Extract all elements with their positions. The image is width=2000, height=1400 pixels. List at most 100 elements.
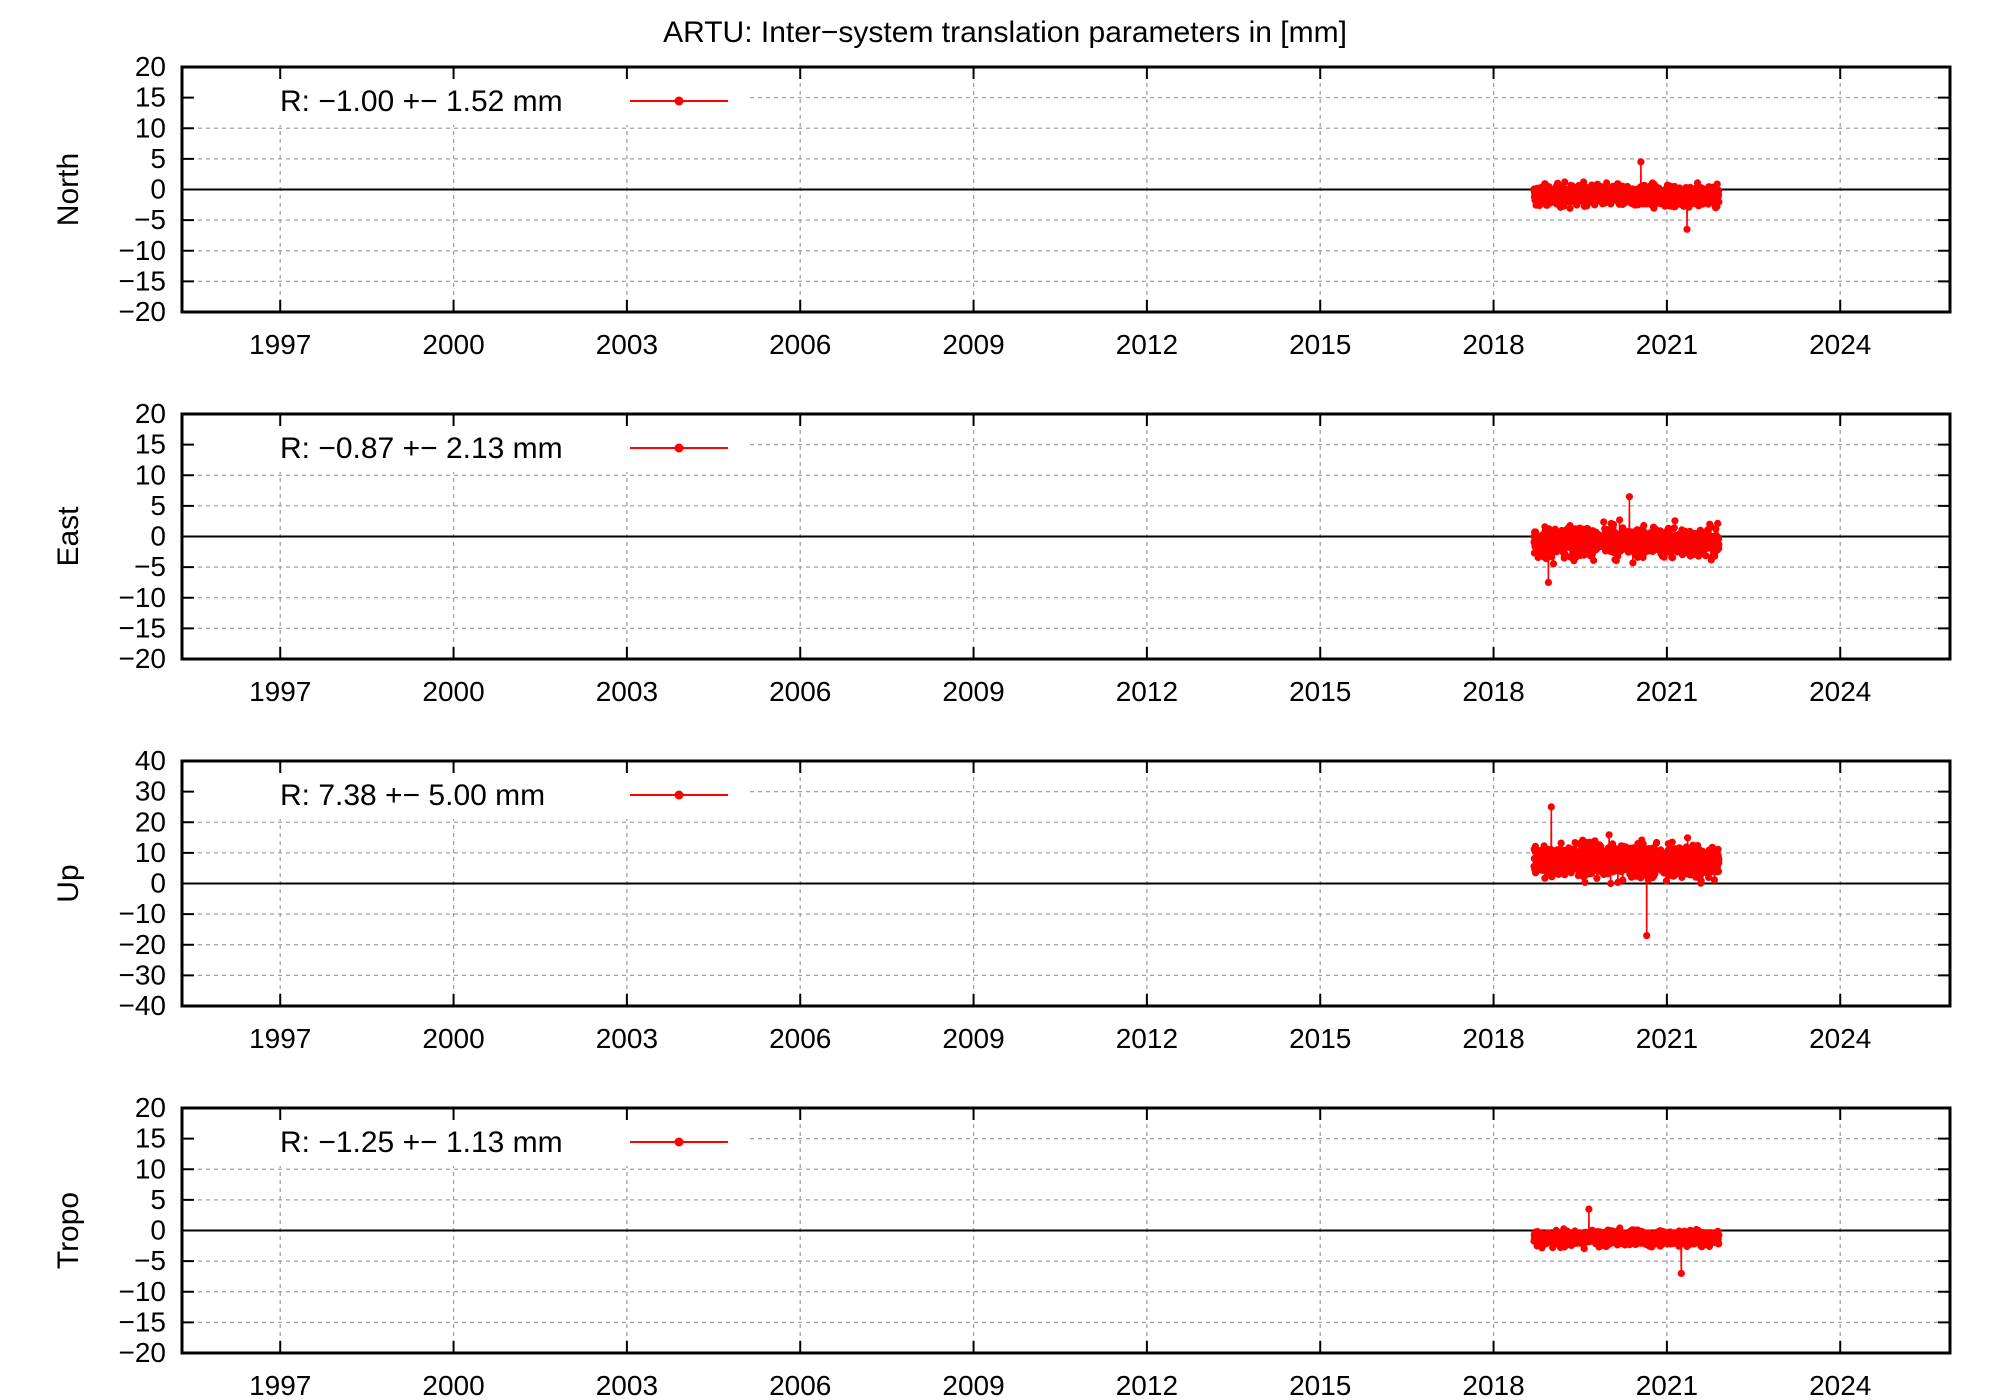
y-tick-label: −5	[134, 1245, 166, 1276]
y-tick-label: −40	[119, 990, 167, 1021]
data-point	[1629, 559, 1637, 567]
x-tick-label: 2009	[942, 1023, 1004, 1054]
x-tick-label: 2000	[422, 1023, 484, 1054]
y-tick-label: 20	[135, 806, 166, 837]
data-point	[1713, 180, 1721, 188]
legend-label: R: 7.38 +− 5.00 mm	[280, 779, 545, 812]
series-points	[1530, 803, 1723, 940]
data-point	[1714, 535, 1723, 543]
data-point	[1542, 555, 1550, 563]
legend-marker	[674, 96, 684, 106]
x-tick-label: 2021	[1636, 329, 1698, 360]
legend-label: R: −0.87 +− 2.13 mm	[280, 432, 563, 465]
plot-frame	[180, 65, 1952, 314]
plot-frame	[180, 1106, 1952, 1355]
y-tick-label: 30	[135, 776, 166, 807]
x-tick-label: 2006	[769, 1023, 831, 1054]
x-tick-label: 2003	[596, 1370, 658, 1400]
x-tick-label: 2018	[1462, 676, 1524, 707]
x-tick-label: 2021	[1636, 1023, 1698, 1054]
y-tick-label: −10	[119, 1276, 167, 1307]
series-points	[1530, 1205, 1723, 1277]
data-point	[1702, 552, 1710, 560]
data-point	[1715, 541, 1723, 549]
y-tick-label: 0	[150, 174, 166, 205]
legend-marker	[674, 790, 684, 800]
data-point	[1712, 525, 1720, 533]
y-tick-label: −20	[119, 296, 167, 327]
x-tick-label: 2021	[1636, 1370, 1698, 1400]
y-tick-label: 10	[135, 112, 166, 143]
data-point	[1549, 560, 1558, 568]
legend-background	[190, 73, 750, 125]
y-tick-label: 20	[135, 398, 166, 429]
x-tick-label: 1997	[249, 1370, 311, 1400]
x-tick-label: 2015	[1289, 1370, 1351, 1400]
y-tick-label: −10	[119, 898, 167, 929]
data-point	[1580, 1245, 1588, 1253]
data-point	[1590, 556, 1598, 565]
data-point	[1715, 186, 1723, 194]
data-point	[1714, 845, 1722, 853]
legend-marker	[674, 1137, 684, 1147]
data-point	[1585, 1205, 1593, 1213]
x-tick-label: 2009	[942, 329, 1004, 360]
y-tick-label: −30	[119, 959, 167, 990]
y-tick-label: 10	[135, 459, 166, 490]
data-point	[1715, 1240, 1723, 1248]
data-point	[1616, 516, 1624, 524]
data-point	[1625, 493, 1633, 501]
data-point	[1715, 855, 1723, 864]
x-tick-label: 2024	[1809, 1370, 1871, 1400]
chart-title: ARTU: Inter−system translation parameter…	[663, 16, 1347, 49]
y-tick-label: 15	[135, 429, 166, 460]
data-point	[1619, 876, 1627, 884]
y-tick-label: 0	[150, 1215, 166, 1246]
x-tick-label: 2003	[596, 676, 658, 707]
data-point	[1605, 831, 1613, 839]
data-point	[1568, 182, 1577, 190]
y-tick-label: 10	[135, 837, 166, 868]
x-tick-label: 1997	[249, 329, 311, 360]
data-point	[1561, 178, 1569, 186]
series-points	[1530, 158, 1723, 233]
data-point	[1581, 878, 1589, 887]
data-point	[1697, 877, 1705, 885]
x-tick-label: 2009	[942, 676, 1004, 707]
data-point	[1661, 550, 1669, 558]
data-point	[1610, 520, 1618, 529]
x-tick-label: 2003	[596, 1023, 658, 1054]
x-tick-label: 2003	[596, 329, 658, 360]
y-tick-label: 0	[150, 868, 166, 899]
data-point	[1715, 1231, 1723, 1239]
x-tick-label: 2006	[769, 676, 831, 707]
legend-label: R: −1.25 +− 1.13 mm	[280, 1126, 563, 1159]
x-tick-label: 2021	[1636, 676, 1698, 707]
x-tick-label: 2015	[1289, 676, 1351, 707]
y-tick-label: 40	[135, 745, 166, 776]
x-tick-label: 2012	[1116, 1370, 1178, 1400]
data-point	[1607, 879, 1615, 888]
data-point	[1671, 517, 1679, 525]
y-tick-label: 20	[135, 51, 166, 82]
x-tick-label: 2018	[1462, 329, 1524, 360]
x-tick-label: 2012	[1116, 676, 1178, 707]
legend-background	[190, 767, 750, 819]
y-tick-label: −5	[134, 551, 166, 582]
legend-marker	[674, 443, 684, 453]
x-tick-label: 2006	[769, 1370, 831, 1400]
x-tick-label: 2000	[422, 1370, 484, 1400]
data-point	[1715, 198, 1723, 206]
data-point	[1640, 521, 1648, 530]
x-tick-label: 2024	[1809, 329, 1871, 360]
data-point	[1678, 551, 1687, 559]
data-point	[1600, 518, 1608, 526]
y-tick-label: −15	[119, 1306, 167, 1337]
data-point	[1684, 834, 1692, 842]
plot-frame	[180, 412, 1952, 661]
x-tick-label: 2015	[1289, 1023, 1351, 1054]
x-tick-label: 2012	[1116, 329, 1178, 360]
